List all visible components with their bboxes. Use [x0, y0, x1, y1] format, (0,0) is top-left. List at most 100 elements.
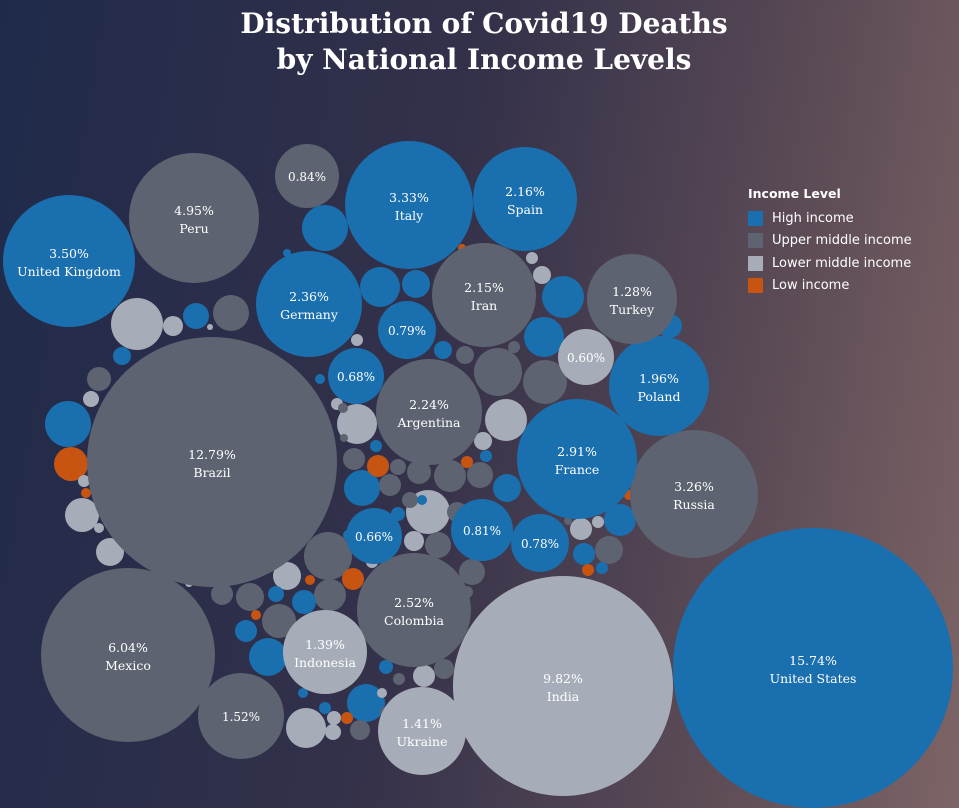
bubble-country-argentina: Argentina: [397, 415, 462, 430]
bubble-small: [474, 348, 522, 396]
bubble-value-russia: 3.26%: [674, 479, 714, 494]
bubble-small: [111, 298, 163, 350]
bubble-small: [341, 712, 353, 724]
bubble-small: [461, 456, 473, 468]
bubble-indonesia: [283, 610, 367, 694]
bubble-small: [379, 660, 393, 674]
bubble-small: [207, 324, 213, 330]
bubble-country-india: India: [547, 689, 580, 704]
bubble-small: [377, 688, 387, 698]
bubble-small: [533, 266, 551, 284]
bubble-small: [96, 538, 124, 566]
bubble-value-united-kingdom: 3.50%: [49, 246, 89, 261]
legend-label-lower: Lower middle income: [772, 255, 912, 271]
bubble-country-mexico: Mexico: [105, 658, 151, 673]
bubble-country-germany: Germany: [280, 307, 339, 322]
bubble-value-poland: 1.96%: [639, 371, 679, 386]
bubble-small: [251, 610, 261, 620]
bubble-small: [83, 391, 99, 407]
bubble-small: [319, 702, 331, 714]
bubble-small: [262, 604, 296, 638]
bubble-value-germany: 2.36%: [289, 289, 329, 304]
bubble-russia: [630, 430, 758, 558]
bubble-small: [595, 536, 623, 564]
bubble-value-spain: 2.16%: [505, 184, 545, 199]
bubble-small: [236, 583, 264, 611]
bubble-country-indonesia: Indonesia: [294, 655, 356, 670]
bubble-value-iran: 2.15%: [464, 280, 504, 295]
bubble-small: [596, 562, 608, 574]
bubble-country-ukraine: Ukraine: [397, 734, 448, 749]
bubble-small: [325, 724, 341, 740]
bubble-small: [524, 317, 564, 357]
legend-title: Income Level: [748, 186, 841, 201]
bubble-small: [402, 270, 430, 298]
bubble-small: [302, 205, 348, 251]
bubble-country-spain: Spain: [507, 202, 543, 217]
bubble-value-italy: 3.33%: [389, 190, 429, 205]
bubble-germany: [256, 251, 362, 357]
bubble-small: [379, 474, 401, 496]
bubble-small: [467, 462, 493, 488]
bubble-small: [474, 432, 492, 450]
bubble-small: [183, 303, 209, 329]
bubble-small: [344, 470, 380, 506]
legend-swatch-low: [748, 278, 763, 294]
bubble-united-states: [673, 528, 953, 808]
legend-swatch-high: [748, 210, 763, 226]
bubble-italy: [345, 141, 473, 269]
bubble-small: [94, 523, 104, 533]
bubble-unlabeled-0-68-: [328, 348, 384, 404]
bubble-value-india: 9.82%: [543, 671, 583, 686]
bubble-small: [213, 295, 249, 331]
chart-title-line2: by National Income Levels: [276, 43, 692, 76]
bubble-small: [249, 638, 287, 676]
bubble-value-unlabeled-0-60-: 0.60%: [567, 351, 605, 365]
bubble-small: [456, 346, 474, 364]
bubble-small: [87, 367, 111, 391]
bubble-small: [65, 498, 99, 532]
bubble-small: [292, 590, 316, 614]
bubble-small: [402, 492, 418, 508]
bubble-argentina: [376, 359, 482, 465]
legend-item-high: High income: [748, 207, 912, 230]
bubble-value-unlabeled-0-81-: 0.81%: [463, 524, 501, 538]
bubble-small: [340, 434, 348, 442]
bubble-small: [338, 403, 348, 413]
bubble-small: [573, 543, 595, 565]
bubble-iran: [432, 243, 536, 347]
bubble-small: [286, 708, 326, 748]
bubble-small: [315, 374, 325, 384]
bubble-country-united-kingdom: United Kingdom: [17, 264, 121, 279]
bubble-small: [327, 711, 341, 725]
bubble-spain: [473, 147, 577, 251]
bubble-country-russia: Russia: [673, 497, 715, 512]
bubble-small: [298, 688, 308, 698]
bubble-small: [434, 659, 454, 679]
bubble-small: [347, 684, 385, 722]
bubble-small: [342, 568, 364, 590]
bubble-small: [273, 562, 301, 590]
bubble-small: [393, 673, 405, 685]
bubble-small: [113, 347, 131, 365]
bubble-value-brazil: 12.79%: [188, 447, 236, 462]
bubble-value-unlabeled-0-84-: 0.84%: [288, 170, 326, 184]
bubble-small: [404, 531, 424, 551]
bubble-small: [459, 559, 485, 585]
bubble-value-argentina: 2.24%: [409, 397, 449, 412]
bubble-small: [304, 532, 352, 580]
legend-label-upper: Upper middle income: [772, 233, 912, 249]
bubble-small: [351, 334, 363, 346]
bubble-unlabeled-0-79-: [378, 301, 436, 359]
bubble-unlabeled-1-52-: [198, 673, 284, 759]
bubble-small: [570, 518, 592, 540]
bubble-value-united-states: 15.74%: [789, 653, 837, 668]
bubble-small: [564, 517, 572, 525]
bubble-country-france: France: [555, 462, 600, 477]
bubble-small: [526, 252, 538, 264]
bubble-small: [45, 401, 91, 447]
bubble-unlabeled-0-78-: [511, 514, 569, 572]
bubble-unlabeled-0-84-: [275, 144, 339, 208]
bubble-unlabeled-0-60-: [558, 329, 614, 385]
bubble-small: [390, 459, 406, 475]
